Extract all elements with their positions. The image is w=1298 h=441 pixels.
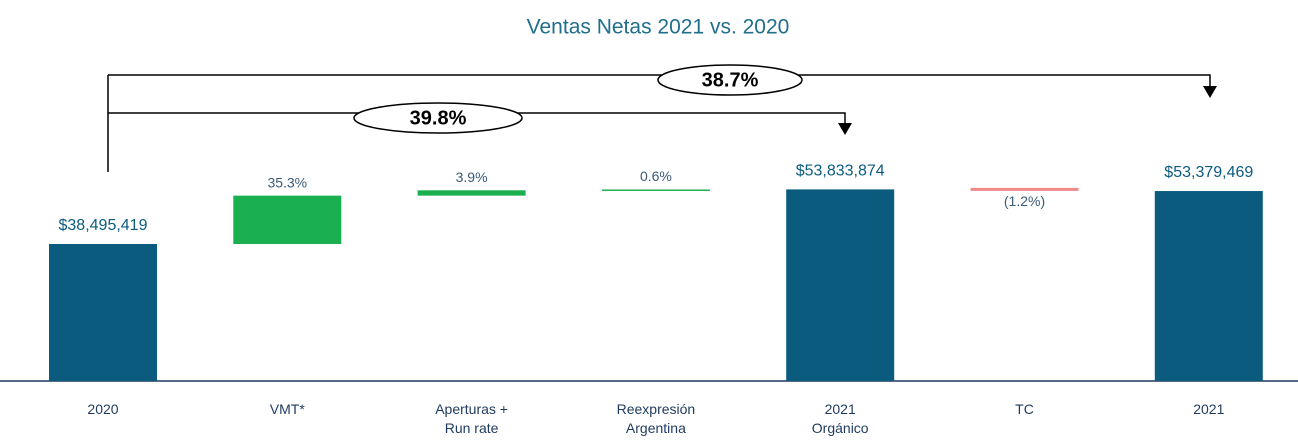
value-label: (1.2%): [1004, 193, 1045, 209]
bracket-line: [108, 112, 846, 125]
bar: [786, 189, 895, 381]
value-label: $53,379,469: [1164, 164, 1253, 181]
x-tick-label: VMT*: [270, 401, 306, 417]
x-tick-label: 2020: [87, 401, 118, 417]
bar: [970, 187, 1079, 191]
x-tick-label: Aperturas + Run rate: [435, 401, 508, 436]
value-label: $38,495,419: [59, 217, 148, 234]
bar: [233, 195, 342, 244]
bracket-line: [108, 74, 1211, 88]
value-label: 35.3%: [267, 174, 307, 190]
bar: [1154, 191, 1263, 381]
bar: [601, 189, 710, 191]
annotation-oval: [657, 64, 803, 96]
annotation-label: 39.8%: [410, 107, 467, 129]
arrow-head: [838, 123, 852, 135]
bar: [417, 190, 526, 196]
annotation-label: 38.7%: [702, 69, 759, 91]
annotation-oval: [353, 102, 523, 134]
arrow-head: [1203, 86, 1217, 98]
chart-title: Ventas Netas 2021 vs. 2020: [527, 16, 790, 39]
x-tick-label: Reexpresión Argentina: [617, 401, 696, 436]
value-label: $53,833,874: [796, 163, 885, 180]
x-tick-label: 2021 Orgánico: [812, 401, 869, 436]
bar: [49, 244, 157, 381]
x-tick-label: TC: [1015, 401, 1034, 417]
value-label: 3.9%: [456, 169, 488, 185]
x-tick-label: 2021: [1193, 401, 1224, 417]
value-label: 0.6%: [640, 168, 672, 184]
